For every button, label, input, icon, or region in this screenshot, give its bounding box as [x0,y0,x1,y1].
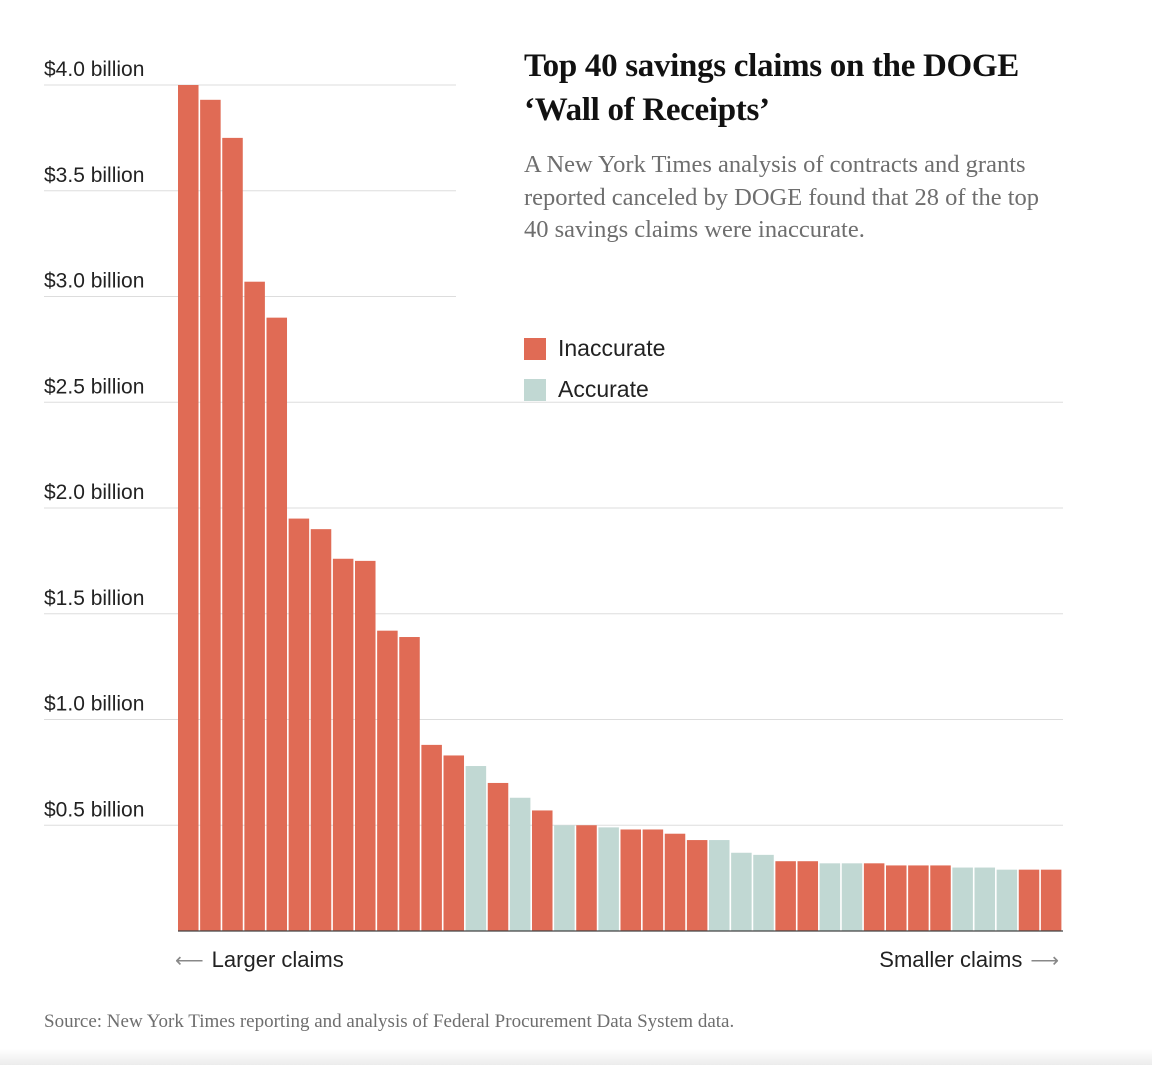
bar-chart: $4.0 billion $3.5 billion $3.0 billion $2.5… [44,58,1063,932]
bar-accurate [753,854,774,931]
bar-inaccurate [266,317,288,931]
bar-accurate [731,852,752,931]
bar-inaccurate [664,833,686,931]
bar-inaccurate [908,865,929,931]
larger-claims-label: ⟵ Larger claims [175,947,344,973]
bar-inaccurate [244,281,265,931]
y-tick-label: $3.5 billion [44,164,144,187]
legend-label-inaccurate: Inaccurate [558,335,666,361]
bar-inaccurate [355,560,376,932]
bar-inaccurate [642,829,664,931]
y-tick-label: $2.0 billion [44,481,144,504]
legend-swatch-inaccurate [524,337,546,360]
larger-claims-text: Larger claims [211,947,344,972]
y-axis-labels: $4.0 billion $3.5 billion $3.0 billion $2.5… [44,58,144,821]
y-tick-label: $1.0 billion [44,693,144,716]
bars [178,85,1062,932]
bar-inaccurate [1018,869,1040,931]
bar-inaccurate [1040,869,1062,931]
bar-inaccurate [532,810,553,931]
legend-item-inaccurate: Inaccurate [524,328,665,369]
right-arrow-icon: ⟶ [1030,949,1059,972]
bar-accurate [996,869,1018,931]
bar-accurate [554,825,575,931]
bar-accurate [841,863,863,931]
y-tick-label: $2.5 billion [44,375,144,398]
bar-inaccurate [487,782,509,931]
chart-title: Top 40 savings claims on the DOGE ‘Wall … [524,48,1019,128]
bar-inaccurate [886,865,907,931]
bar-inaccurate [288,518,310,931]
legend-label-accurate: Accurate [558,376,649,402]
bar-inaccurate [576,825,597,931]
smaller-claims-label: Smaller claims ⟶ [879,947,1059,973]
bar-inaccurate [377,630,398,931]
y-tick-label: $4.0 billion [44,58,144,81]
y-tick-label: $0.5 billion [44,798,144,821]
bar-inaccurate [421,744,442,931]
bar-accurate [598,827,619,931]
bar-inaccurate [930,865,951,931]
bar-inaccurate [310,529,332,931]
bar-inaccurate [332,558,354,931]
legend-swatch-accurate [524,378,546,401]
bar-inaccurate [222,137,243,932]
legend-item-accurate: Accurate [524,369,665,410]
bar-accurate [952,867,973,931]
bar-inaccurate [620,829,642,931]
y-tick-label: $1.5 billion [44,587,144,610]
bar-inaccurate [443,755,465,931]
chart-subtitle: A New York Times analysis of contracts a… [524,151,1040,243]
bar-inaccurate [863,863,885,931]
source-note: Source: New York Times reporting and ana… [44,1011,735,1032]
bar-accurate [709,840,730,931]
left-arrow-icon: ⟵ [175,949,204,972]
y-tick-label: $3.0 billion [44,270,144,293]
bar-accurate [974,867,996,931]
smaller-claims-text: Smaller claims [879,947,1023,972]
bottom-shade [0,1049,1152,1065]
bar-inaccurate [178,85,199,931]
bar-inaccurate [775,861,796,931]
bar-accurate [465,766,487,931]
bar-inaccurate [200,99,221,932]
legend: Inaccurate Accurate [524,328,665,410]
bar-accurate [819,863,841,931]
bar-inaccurate [797,861,819,931]
bar-accurate [509,797,531,931]
bar-inaccurate [399,637,420,931]
bar-inaccurate [686,840,708,931]
